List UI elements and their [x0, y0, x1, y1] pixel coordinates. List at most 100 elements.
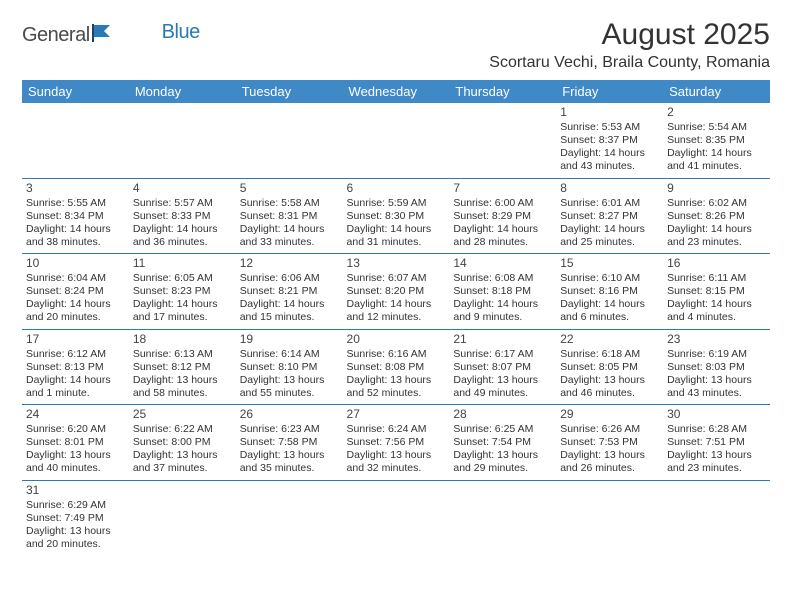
- day-number: 2: [667, 105, 766, 120]
- day-number: 16: [667, 256, 766, 271]
- daylight-text: and 12 minutes.: [347, 311, 446, 324]
- daylight-text: Daylight: 13 hours: [133, 374, 232, 387]
- calendar-cell: 26Sunrise: 6:23 AMSunset: 7:58 PMDayligh…: [236, 405, 343, 481]
- sunrise-text: Sunrise: 6:19 AM: [667, 348, 766, 361]
- sunset-text: Sunset: 8:16 PM: [560, 285, 659, 298]
- day-number: 4: [133, 181, 232, 196]
- calendar-cell: 18Sunrise: 6:13 AMSunset: 8:12 PMDayligh…: [129, 329, 236, 405]
- daylight-text: Daylight: 13 hours: [240, 374, 339, 387]
- sunrise-text: Sunrise: 6:01 AM: [560, 197, 659, 210]
- sunrise-text: Sunrise: 5:58 AM: [240, 197, 339, 210]
- day-number: 10: [26, 256, 125, 271]
- calendar-cell: 2Sunrise: 5:54 AMSunset: 8:35 PMDaylight…: [663, 103, 770, 178]
- sunrise-text: Sunrise: 6:05 AM: [133, 272, 232, 285]
- calendar-row: 1Sunrise: 5:53 AMSunset: 8:37 PMDaylight…: [22, 103, 770, 178]
- daylight-text: Daylight: 14 hours: [133, 223, 232, 236]
- sunrise-text: Sunrise: 6:25 AM: [453, 423, 552, 436]
- sunrise-text: Sunrise: 6:28 AM: [667, 423, 766, 436]
- sunrise-text: Sunrise: 5:59 AM: [347, 197, 446, 210]
- day-number: 8: [560, 181, 659, 196]
- daylight-text: and 6 minutes.: [560, 311, 659, 324]
- sunrise-text: Sunrise: 6:22 AM: [133, 423, 232, 436]
- calendar-row: 3Sunrise: 5:55 AMSunset: 8:34 PMDaylight…: [22, 178, 770, 254]
- calendar-cell: 12Sunrise: 6:06 AMSunset: 8:21 PMDayligh…: [236, 254, 343, 330]
- sunset-text: Sunset: 8:37 PM: [560, 134, 659, 147]
- daylight-text: Daylight: 13 hours: [453, 449, 552, 462]
- calendar-body: 1Sunrise: 5:53 AMSunset: 8:37 PMDaylight…: [22, 103, 770, 555]
- daylight-text: Daylight: 13 hours: [560, 449, 659, 462]
- logo-text-general: General: [22, 24, 90, 47]
- calendar-cell: 24Sunrise: 6:20 AMSunset: 8:01 PMDayligh…: [22, 405, 129, 481]
- day-number: 18: [133, 332, 232, 347]
- daylight-text: Daylight: 14 hours: [133, 298, 232, 311]
- calendar-cell: 3Sunrise: 5:55 AMSunset: 8:34 PMDaylight…: [22, 178, 129, 254]
- sunset-text: Sunset: 8:23 PM: [133, 285, 232, 298]
- sunset-text: Sunset: 8:07 PM: [453, 361, 552, 374]
- day-number: 31: [26, 483, 125, 498]
- sunrise-text: Sunrise: 6:13 AM: [133, 348, 232, 361]
- daylight-text: Daylight: 14 hours: [240, 298, 339, 311]
- calendar-cell-empty: [663, 480, 770, 555]
- sunset-text: Sunset: 8:03 PM: [667, 361, 766, 374]
- dow-header: Wednesday: [343, 80, 450, 103]
- sunrise-text: Sunrise: 5:55 AM: [26, 197, 125, 210]
- daylight-text: Daylight: 13 hours: [26, 525, 125, 538]
- day-number: 5: [240, 181, 339, 196]
- calendar-cell-empty: [236, 103, 343, 178]
- sunset-text: Sunset: 8:18 PM: [453, 285, 552, 298]
- daylight-text: and 15 minutes.: [240, 311, 339, 324]
- daylight-text: Daylight: 14 hours: [667, 298, 766, 311]
- day-number: 15: [560, 256, 659, 271]
- day-number: 9: [667, 181, 766, 196]
- sunset-text: Sunset: 8:20 PM: [347, 285, 446, 298]
- day-number: 30: [667, 407, 766, 422]
- calendar-cell: 11Sunrise: 6:05 AMSunset: 8:23 PMDayligh…: [129, 254, 236, 330]
- daylight-text: and 31 minutes.: [347, 236, 446, 249]
- dow-header: Tuesday: [236, 80, 343, 103]
- daylight-text: and 49 minutes.: [453, 387, 552, 400]
- sunrise-text: Sunrise: 6:08 AM: [453, 272, 552, 285]
- day-number: 26: [240, 407, 339, 422]
- daylight-text: and 41 minutes.: [667, 160, 766, 173]
- day-number: 7: [453, 181, 552, 196]
- sunset-text: Sunset: 8:01 PM: [26, 436, 125, 449]
- sunrise-text: Sunrise: 6:10 AM: [560, 272, 659, 285]
- dow-header: Monday: [129, 80, 236, 103]
- sunset-text: Sunset: 7:49 PM: [26, 512, 125, 525]
- daylight-text: and 20 minutes.: [26, 311, 125, 324]
- daylight-text: and 52 minutes.: [347, 387, 446, 400]
- daylight-text: and 1 minute.: [26, 387, 125, 400]
- daylight-text: and 38 minutes.: [26, 236, 125, 249]
- logo: General Blue: [22, 24, 200, 47]
- day-number: 21: [453, 332, 552, 347]
- daylight-text: and 23 minutes.: [667, 462, 766, 475]
- calendar-cell: 8Sunrise: 6:01 AMSunset: 8:27 PMDaylight…: [556, 178, 663, 254]
- header: General Blue August 2025 Scortaru Vechi,…: [22, 18, 770, 72]
- daylight-text: Daylight: 14 hours: [26, 298, 125, 311]
- sunset-text: Sunset: 7:56 PM: [347, 436, 446, 449]
- sunrise-text: Sunrise: 6:07 AM: [347, 272, 446, 285]
- calendar-cell: 19Sunrise: 6:14 AMSunset: 8:10 PMDayligh…: [236, 329, 343, 405]
- calendar-row: 31Sunrise: 6:29 AMSunset: 7:49 PMDayligh…: [22, 480, 770, 555]
- daylight-text: Daylight: 14 hours: [560, 223, 659, 236]
- calendar-cell-empty: [556, 480, 663, 555]
- daylight-text: Daylight: 13 hours: [347, 374, 446, 387]
- daylight-text: and 33 minutes.: [240, 236, 339, 249]
- sunrise-text: Sunrise: 6:04 AM: [26, 272, 125, 285]
- daylight-text: Daylight: 13 hours: [667, 374, 766, 387]
- sunrise-text: Sunrise: 6:23 AM: [240, 423, 339, 436]
- calendar-head: SundayMondayTuesdayWednesdayThursdayFrid…: [22, 80, 770, 103]
- sunrise-text: Sunrise: 6:18 AM: [560, 348, 659, 361]
- sunset-text: Sunset: 8:29 PM: [453, 210, 552, 223]
- sunrise-text: Sunrise: 6:26 AM: [560, 423, 659, 436]
- daylight-text: and 35 minutes.: [240, 462, 339, 475]
- sunset-text: Sunset: 8:31 PM: [240, 210, 339, 223]
- calendar-cell-empty: [236, 480, 343, 555]
- logo-text-blue: Blue: [162, 21, 200, 44]
- calendar-cell: 21Sunrise: 6:17 AMSunset: 8:07 PMDayligh…: [449, 329, 556, 405]
- calendar-cell: 28Sunrise: 6:25 AMSunset: 7:54 PMDayligh…: [449, 405, 556, 481]
- calendar-cell: 6Sunrise: 5:59 AMSunset: 8:30 PMDaylight…: [343, 178, 450, 254]
- daylight-text: and 58 minutes.: [133, 387, 232, 400]
- calendar-cell-empty: [449, 480, 556, 555]
- daylight-text: Daylight: 14 hours: [453, 223, 552, 236]
